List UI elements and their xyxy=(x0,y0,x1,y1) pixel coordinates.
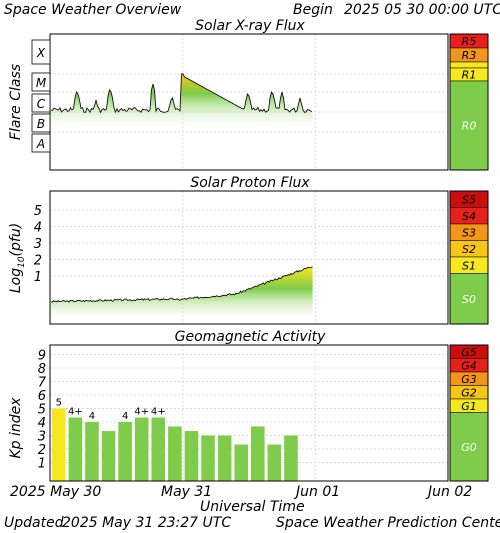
class-box xyxy=(31,39,51,65)
kp-bar xyxy=(151,417,166,481)
proton-y-tick: 5 xyxy=(34,204,42,219)
x-tick-label: 2025 May 30 xyxy=(10,484,102,500)
kp-scale-g2-label: G2 xyxy=(461,386,477,399)
kp-bar xyxy=(234,444,248,481)
kp-y-tick: 7 xyxy=(38,376,47,391)
kp-y-tick: 5 xyxy=(38,403,46,418)
kp-bar-label: 4+ xyxy=(151,407,166,418)
begin-value: 2025 05 30 00:00 UTC xyxy=(344,2,500,18)
flare-class-label: A xyxy=(36,137,45,151)
kp-bar-label: 4 xyxy=(122,411,128,422)
xray-scale-r1-label: R1 xyxy=(462,69,477,82)
proton-y-tick: 2 xyxy=(34,254,42,269)
proton-flux-line xyxy=(50,266,313,303)
kp-bar xyxy=(267,444,282,481)
proton-scale-s0-label: S0 xyxy=(462,293,476,306)
kp-bar xyxy=(101,431,116,481)
scale-frame xyxy=(449,33,489,171)
flare-class-label: M xyxy=(36,76,47,90)
kp-bar xyxy=(68,417,83,481)
proton-scale-s3-label: S3 xyxy=(462,226,476,239)
kp-bar xyxy=(85,422,99,481)
xray-y-label: Flare Class xyxy=(8,64,24,140)
x-tick-label: Jun 02 xyxy=(428,484,473,500)
xray-flux-fill xyxy=(50,74,313,130)
plot-frame xyxy=(49,190,449,325)
kp-scale-g0-cell xyxy=(449,412,489,482)
scale-frame xyxy=(449,344,489,482)
proton-scale-s0-cell xyxy=(449,273,489,325)
kp-y-tick: 6 xyxy=(38,389,46,404)
proton-y-tick: 4 xyxy=(34,221,42,236)
proton-y-label: Log10(pfu) xyxy=(8,223,27,293)
class-box xyxy=(31,93,51,113)
x-tick-label: May 31 xyxy=(161,484,213,500)
kp-bar xyxy=(52,408,66,481)
prediction-center-label: Space Weather Prediction Center xyxy=(276,515,500,531)
flare-class-label: B xyxy=(37,117,45,131)
kp-bar xyxy=(168,426,182,481)
class-box xyxy=(31,133,51,153)
kp-title: Geomagnetic Activity xyxy=(175,329,326,345)
xray-scale-r5-label: R5 xyxy=(462,35,477,48)
proton-scale-s4-label: S4 xyxy=(462,210,476,223)
proton-y-tick: 1 xyxy=(34,270,42,285)
plot-frame xyxy=(49,344,449,482)
xray-scale-r0-label: R0 xyxy=(462,120,477,133)
proton-scale-s1-label: S1 xyxy=(462,259,476,272)
kp-bar xyxy=(201,435,215,481)
kp-y-tick: 4 xyxy=(38,416,46,431)
kp-bar xyxy=(217,435,232,481)
proton-scale-s5-label: S5 xyxy=(462,193,476,206)
proton-y-tick: 3 xyxy=(34,237,42,252)
kp-bar-label: 4+ xyxy=(68,407,83,418)
class-box xyxy=(31,72,51,92)
kp-y-tick: 8 xyxy=(38,362,46,377)
kp-bar-label: 5 xyxy=(56,398,62,409)
kp-y-tick: 1 xyxy=(38,457,46,472)
kp-scale-g1-label: G1 xyxy=(461,400,477,413)
kp-scale-g0-label: G0 xyxy=(461,441,477,454)
kp-bar-label: 4+ xyxy=(134,407,149,418)
flare-class-label: X xyxy=(36,46,46,60)
xray-flux-line xyxy=(50,73,313,114)
kp-y-tick: 3 xyxy=(38,430,46,445)
class-box xyxy=(31,113,51,133)
kp-y-tick: 9 xyxy=(38,349,46,364)
kp-scale-g4-label: G4 xyxy=(461,359,477,372)
xray-title: Solar X-ray Flux xyxy=(195,18,305,34)
kp-bar xyxy=(184,431,199,481)
kp-scale-g5-label: G5 xyxy=(461,346,477,359)
kp-bar xyxy=(118,422,132,481)
scale-frame xyxy=(449,190,489,325)
kp-bar xyxy=(284,435,298,481)
flare-class-label: C xyxy=(37,97,46,111)
updated-value: 2025 May 31 23:27 UTC xyxy=(62,515,232,531)
proton-title: Solar Proton Flux xyxy=(190,175,310,191)
kp-bar-label: 4 xyxy=(89,411,95,422)
updated-label: Updated xyxy=(4,515,64,531)
x-axis-label: Universal Time xyxy=(200,499,305,515)
proton-flux-fill xyxy=(50,266,313,322)
xray-scale-r3-label: R3 xyxy=(462,49,477,62)
kp-y-tick: 2 xyxy=(38,443,46,458)
kp-scale-g3-label: G3 xyxy=(461,373,477,386)
overview-title: Space Weather Overview xyxy=(4,2,182,18)
xray-scale-r2-cell xyxy=(449,61,489,69)
kp-bar xyxy=(251,426,265,481)
kp-bar xyxy=(134,417,149,481)
x-tick-label: Jun 01 xyxy=(296,484,341,500)
begin-label: Begin xyxy=(293,2,333,18)
proton-scale-s2-label: S2 xyxy=(462,243,476,256)
kp-y-label: Kp index xyxy=(8,397,24,459)
